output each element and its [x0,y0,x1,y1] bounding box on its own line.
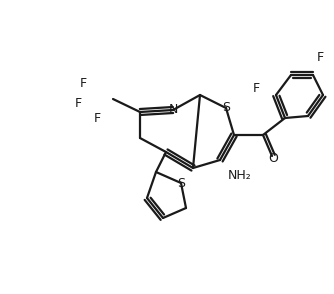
Text: O: O [268,151,278,165]
Text: N: N [168,103,178,116]
Text: NH₂: NH₂ [228,168,252,181]
Text: S: S [177,176,185,190]
Text: F: F [74,96,81,109]
Text: F: F [253,81,260,94]
Text: F: F [94,111,101,124]
Text: F: F [316,51,324,64]
Text: S: S [222,101,230,113]
Text: F: F [79,76,87,89]
